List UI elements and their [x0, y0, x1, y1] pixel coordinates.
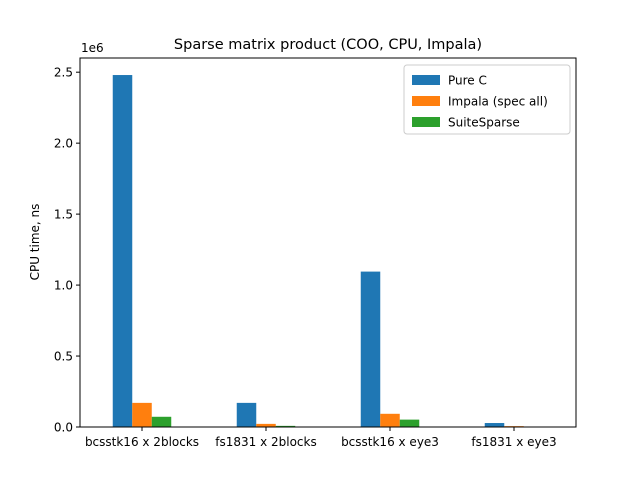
y-tick-label: 2.5	[54, 66, 73, 80]
plot-frame	[79, 57, 577, 428]
bars-group	[112, 75, 544, 428]
legend-label-impala-spec-all: Impala (spec all)	[448, 95, 548, 109]
bar-impala-spec-all-fs1831-x-2blocks	[256, 423, 276, 427]
bar-pure-c-bcsstk16-x-eye3	[360, 271, 381, 427]
bar-impala-spec-all-bcsstk16-x-eye3	[380, 413, 400, 427]
chart-title: Sparse matrix product (COO, CPU, Impala)	[174, 37, 482, 53]
legend-swatch-impala-spec-all	[412, 96, 440, 106]
x-tick-label: fs1831 x 2blocks	[215, 435, 316, 449]
y-axis-multiplier: 1e6	[81, 41, 104, 55]
legend-label-suitesparse: SuiteSparse	[448, 116, 520, 130]
y-tick-label: 1.5	[54, 208, 73, 222]
bar-impala-spec-all-bcsstk16-x-2blocks	[132, 402, 152, 427]
y-tick-label: 0.5	[54, 350, 73, 364]
legend: Pure C Impala (spec all) SuiteSparse	[403, 64, 571, 135]
bar-pure-c-fs1831-x-2blocks	[236, 402, 257, 427]
y-tick-label: 2.0	[54, 137, 73, 151]
x-tick-label: bcsstk16 x 2blocks	[85, 435, 199, 449]
bar-pure-c-bcsstk16-x-2blocks	[112, 75, 133, 428]
legend-swatch-pure-c	[412, 75, 440, 85]
bar-suitesparse-fs1831-x-2blocks	[275, 425, 296, 427]
y-axis-label: CPU time, ns	[28, 204, 42, 281]
bar-suitesparse-bcsstk16-x-eye3	[399, 419, 420, 427]
bar-pure-c-fs1831-x-eye3	[484, 423, 505, 427]
legend-box	[403, 64, 571, 135]
y-ticks-group: 0.0 0.5 1.0 1.5 2.0 2.5	[54, 66, 80, 435]
x-ticks-group: bcsstk16 x 2blocks fs1831 x 2blocks bcsstk…	[85, 427, 557, 449]
legend-swatch-suitesparse	[412, 117, 440, 127]
bar-suitesparse-bcsstk16-x-2blocks	[151, 416, 172, 427]
y-tick-label: 0.0	[54, 421, 73, 435]
legend-label-pure-c: Pure C	[448, 74, 487, 88]
x-tick-label: fs1831 x eye3	[471, 435, 556, 449]
x-tick-label: bcsstk16 x eye3	[341, 435, 439, 449]
y-tick-label: 1.0	[54, 279, 73, 293]
